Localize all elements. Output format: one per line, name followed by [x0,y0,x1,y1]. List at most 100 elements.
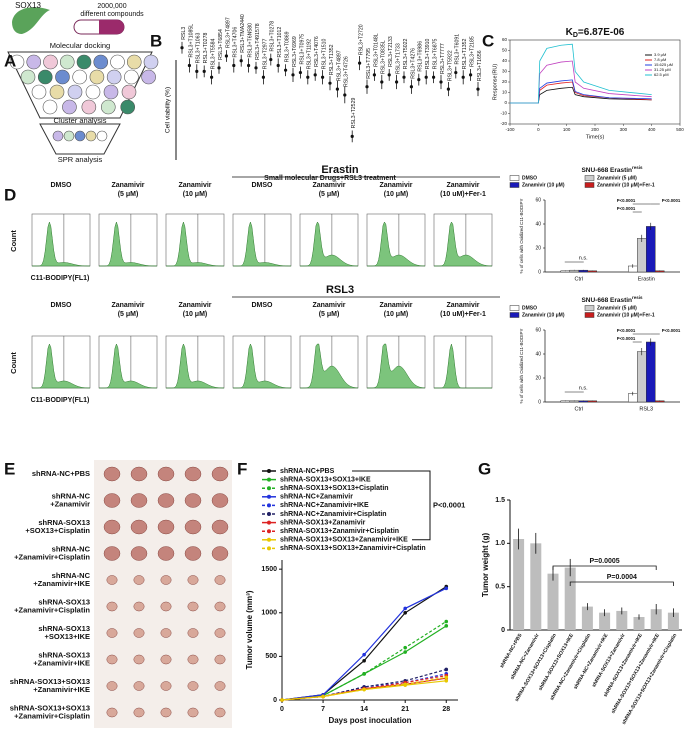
column-header: DMSO [51,302,73,309]
y-tick-label: 0 [501,627,505,634]
tumor [157,546,175,561]
data-point [469,73,473,77]
x-tick-label: Ctrl [574,276,583,282]
x-tick-label: RSL3+T1352 [462,38,468,69]
tumor [103,519,121,535]
group-label: +Zanamivir+IKE [33,579,90,588]
data-point [195,69,199,73]
histogram [434,343,492,389]
chart-title: KD=6.87E-06 [566,27,625,40]
data-point [362,652,366,657]
legend-swatch [584,182,595,188]
tumor [214,575,226,585]
legend-marker [267,477,271,482]
data-point [350,134,354,138]
group-label: shRNA-SOX13 [38,518,90,527]
tumor [133,575,145,585]
x-tick-label: RSL3+T6875 [432,38,438,69]
x-tick-label: RSL3+T4726 [344,56,350,87]
tumor [133,707,145,718]
bar [530,543,542,630]
group-label: shRNA-NC+PBS [32,469,90,478]
group-label: +Zanamivir+IKE [33,685,90,694]
x-tick-label: RSL3+T1012 [277,27,283,58]
data-point [217,66,221,70]
y-tick-label: 0 [538,269,541,275]
y-axis-label: Count [9,352,18,374]
x-tick-label: RSL3+T7795 [366,48,372,79]
y-tick-label: 0 [538,399,541,405]
y-tick-label: 1000 [261,610,277,617]
column-header: (5 μM) [118,311,139,318]
legend-label: shRNA-SOX13+Zanamivir [280,519,366,526]
x-tick-label: shRNA-SOX13+Zanamivir [591,633,627,689]
histogram [31,221,91,267]
data-point [187,63,191,68]
x-tick-label: RSL3+T6091 [455,34,461,65]
data-point [202,69,206,73]
x-tick-label: RSL3+T5922 [447,50,453,81]
y-tick-label: -20 [500,121,507,126]
legend-marker [267,503,271,508]
x-tick-label: RSL3+T0869 [284,31,290,62]
tumor [211,546,229,561]
panel-letter: G [478,459,491,478]
column-header: Zanamivir [312,182,345,189]
group-label: shRNA-NC [52,544,91,553]
group-label: +Zanamivir+IKE [33,658,90,667]
y-axis-label: Count [9,230,18,252]
group-label: shRNA-SOX13+SOX13 [10,677,90,686]
x-tick-label: RSL3+T1063 [196,33,202,64]
tumor [184,546,202,561]
compound-circle [55,69,70,85]
legend-label: Zanamivir (5 μM) [597,305,637,311]
histogram-frame [98,213,158,267]
data-point [444,679,449,683]
group-label: shRNA-NC [52,571,91,580]
legend-marker [267,494,271,499]
bar [667,612,679,630]
compound-circle [96,130,108,142]
y-tick-label: -10 [500,111,507,116]
tumor [133,601,145,612]
data-point [276,63,280,68]
x-tick-label: RSL3+T2133 [388,36,394,67]
x-axis-label: Days post inoculation [328,716,411,725]
data-point [403,606,408,611]
data-point [454,70,458,75]
x-tick-label: RSL3+T4076 [314,36,320,67]
compound-circle [121,84,137,100]
tumor [106,654,118,665]
tumor [160,575,172,585]
panel-letter: D [4,185,16,204]
data-point [424,75,428,79]
protein-icon [12,7,50,35]
compound-circle [126,54,142,70]
title-part: =6.87E-06 [578,27,625,38]
tumor [187,654,199,665]
x-tick-label: RSL3+T1733 [395,43,401,74]
legend-label: shRNA-SOX13+SOX13+Cisplatin [280,485,389,492]
histogram-frame [232,213,292,267]
tumor [214,681,226,691]
x-tick-label: RSL3+T2720 [358,24,364,55]
compound-circle [89,69,105,85]
capsule-half [99,20,124,34]
x-tick-label: Erastin [638,276,655,282]
tumor [214,654,226,665]
column-header: Zanamivir [111,182,144,189]
x-tick-label: RSL3+T2185 [469,36,475,67]
data-point [362,658,366,663]
tumor [187,575,199,585]
x-tick-label: RSL3+T0278 [270,21,276,52]
compound-circle [93,54,109,70]
bar [650,609,662,630]
group-label: shRNA-NC [52,491,91,500]
column-header: (5 μM) [319,311,340,318]
tumor [106,707,118,718]
legend-marker [267,529,271,534]
data-point [254,66,258,70]
tumor [133,628,145,638]
x-tick-label: RSL3+T6986 [418,41,424,72]
bar [581,606,593,630]
